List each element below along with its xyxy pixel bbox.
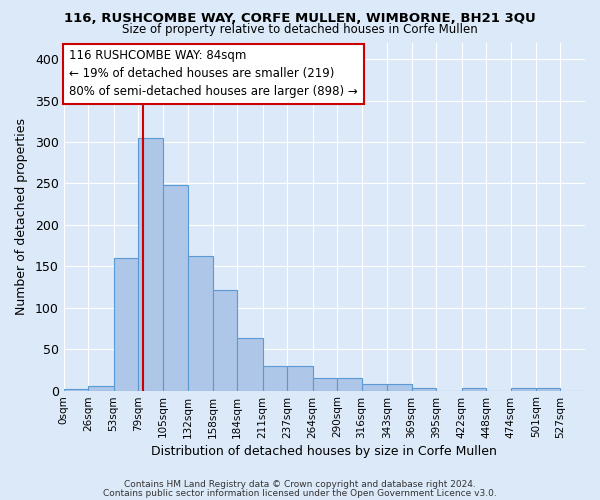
Y-axis label: Number of detached properties: Number of detached properties: [15, 118, 28, 315]
Bar: [461, 388, 486, 390]
X-axis label: Distribution of detached houses by size in Corfe Mullen: Distribution of detached houses by size …: [151, 444, 497, 458]
Bar: [212, 290, 237, 390]
Text: Contains HM Land Registry data © Crown copyright and database right 2024.: Contains HM Land Registry data © Crown c…: [124, 480, 476, 489]
Bar: [163, 185, 188, 390]
Bar: [337, 378, 362, 390]
Bar: [64, 389, 88, 390]
Bar: [263, 366, 287, 390]
Bar: [188, 256, 212, 390]
Bar: [287, 366, 313, 390]
Bar: [412, 388, 436, 390]
Bar: [536, 388, 560, 390]
Bar: [387, 384, 412, 390]
Text: 116, RUSHCOMBE WAY, CORFE MULLEN, WIMBORNE, BH21 3QU: 116, RUSHCOMBE WAY, CORFE MULLEN, WIMBOR…: [64, 12, 536, 26]
Bar: [511, 388, 536, 390]
Bar: [113, 258, 138, 390]
Bar: [313, 378, 337, 390]
Bar: [138, 138, 163, 390]
Text: Contains public sector information licensed under the Open Government Licence v3: Contains public sector information licen…: [103, 488, 497, 498]
Bar: [237, 338, 263, 390]
Text: Size of property relative to detached houses in Corfe Mullen: Size of property relative to detached ho…: [122, 24, 478, 36]
Text: 116 RUSHCOMBE WAY: 84sqm
← 19% of detached houses are smaller (219)
80% of semi-: 116 RUSHCOMBE WAY: 84sqm ← 19% of detach…: [69, 50, 358, 98]
Bar: [362, 384, 387, 390]
Bar: [88, 386, 113, 390]
